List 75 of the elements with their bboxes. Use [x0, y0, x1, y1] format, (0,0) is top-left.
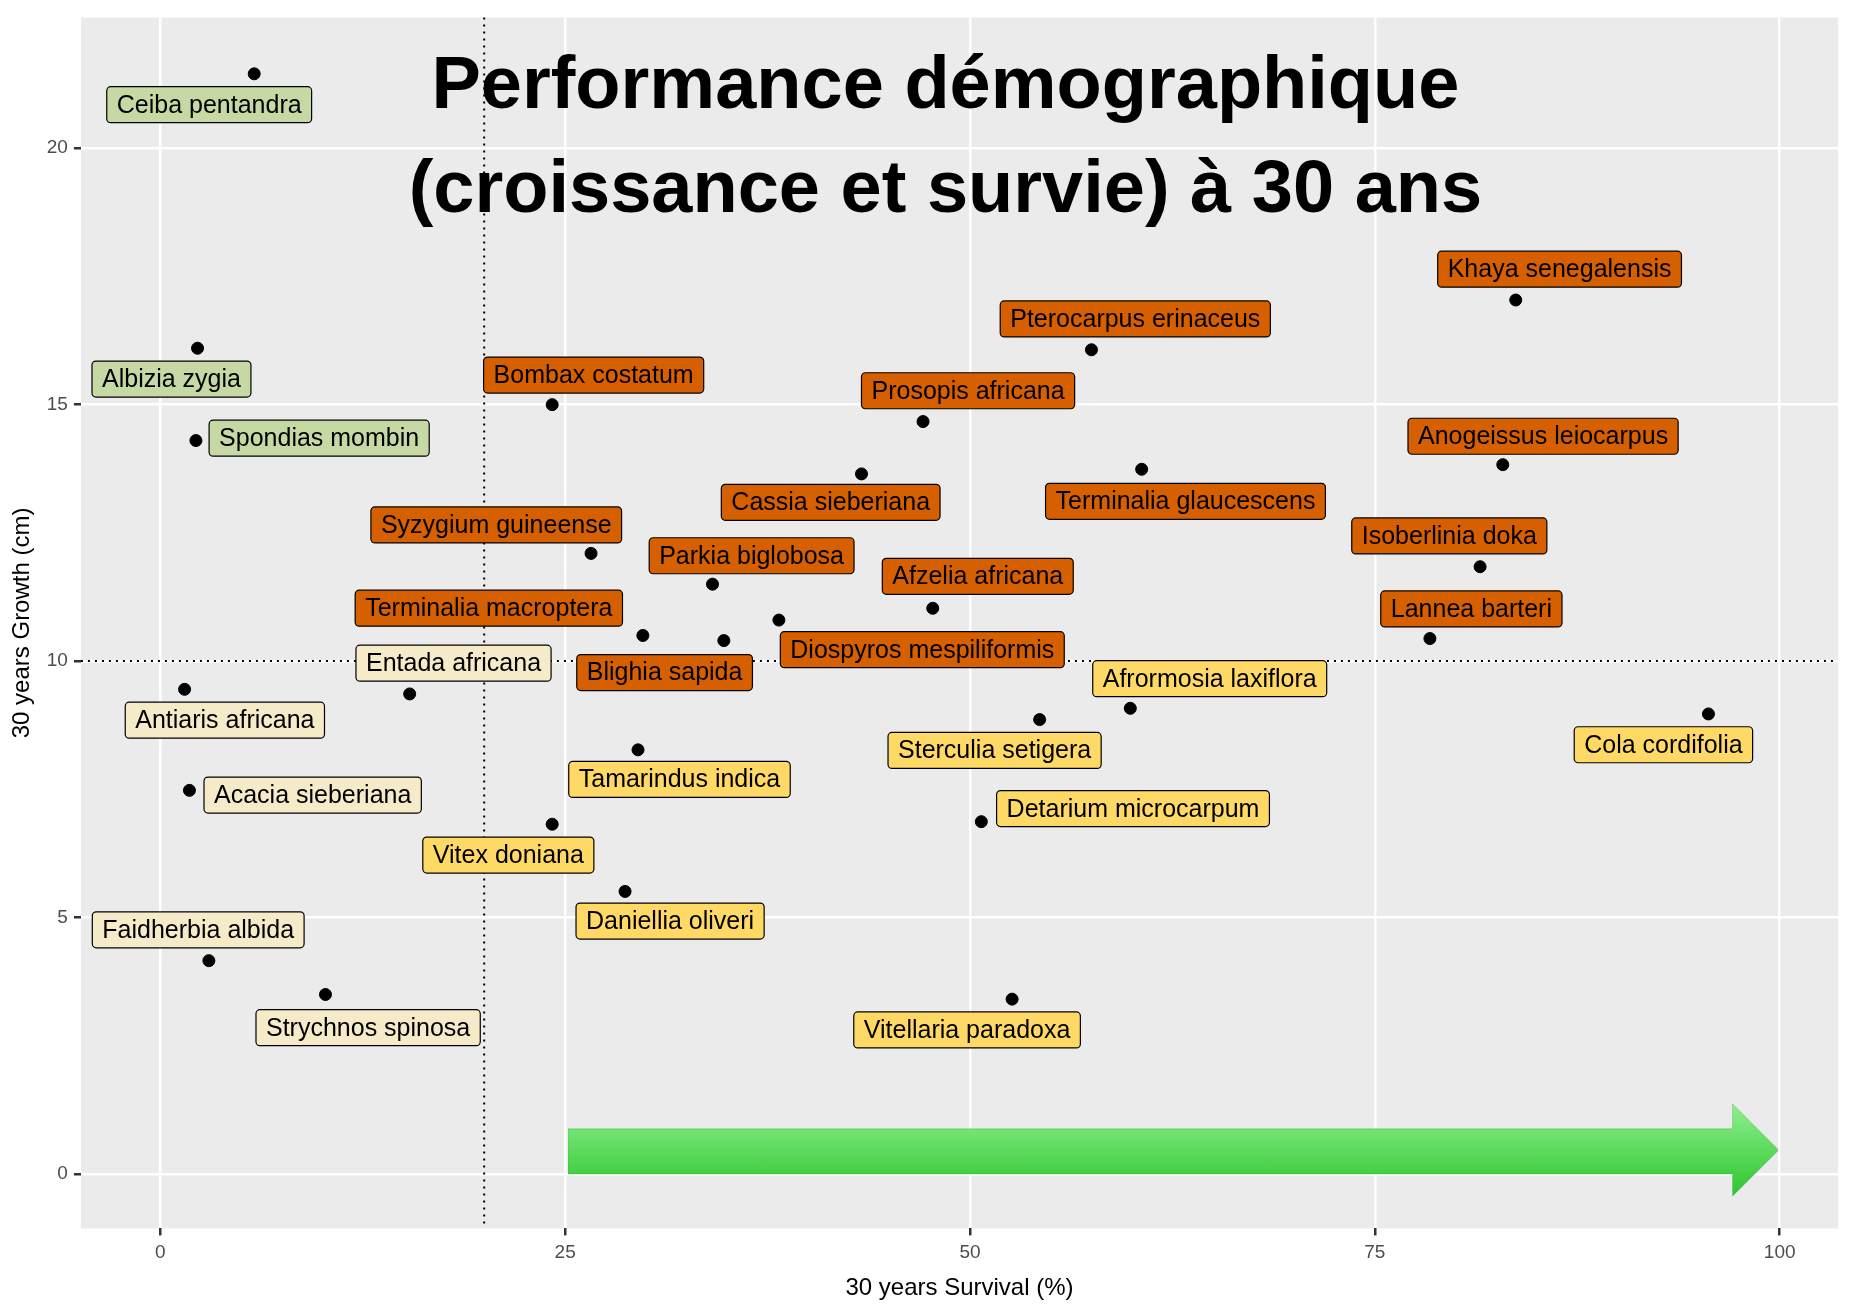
annotation: Terminalia glaucescens: [1055, 486, 1316, 515]
annotation: Afrormosia laxiflora: [1102, 663, 1317, 692]
point: [403, 687, 417, 701]
point: [182, 783, 196, 797]
point: [772, 613, 786, 627]
x-tick-label: 50: [959, 1241, 981, 1263]
point: [717, 634, 731, 648]
annotation: Tamarindus indica: [578, 764, 781, 793]
text: Performance démographique (croissance et survie) à 30 ans: [408, 40, 1483, 228]
annotation: Strychnos spinosa: [265, 1012, 471, 1041]
y-tick-label: 5: [57, 905, 68, 927]
annotation: Blighia sapida: [586, 657, 743, 686]
annotation: Antiaris africana: [135, 705, 315, 734]
point: [584, 546, 598, 560]
annotation: Daniellia oliveri: [586, 905, 755, 934]
annotation: Prosopis africana: [871, 375, 1065, 404]
point: [191, 341, 205, 355]
point: [1033, 713, 1047, 727]
point: [1473, 560, 1487, 574]
annotation: Spondias mombin: [219, 423, 420, 452]
annotation: Faidherbia albida: [102, 914, 295, 943]
annotation: Terminalia macroptera: [365, 593, 613, 622]
annotation: Cassia sieberiana: [731, 487, 931, 516]
y-tick-label: 20: [46, 136, 68, 158]
point: [706, 577, 720, 591]
point: [631, 743, 645, 757]
point: [1084, 343, 1098, 357]
point: [916, 415, 930, 429]
point: [1423, 632, 1437, 646]
annotation: Afzelia africana: [892, 561, 1064, 590]
annotation: Khaya senegalensis: [1447, 254, 1672, 283]
annotation: Parkia biglobosa: [659, 540, 845, 569]
x-tick-label: 25: [554, 1241, 576, 1263]
point: [318, 988, 332, 1002]
x-tick-label: 100: [1763, 1241, 1796, 1263]
point: [1123, 701, 1137, 715]
annotation: Detarium microcarpum: [1006, 793, 1260, 822]
annotation: Sterculia setigera: [898, 735, 1092, 764]
annotation: Vitex doniana: [432, 839, 584, 868]
annotation: Albizia zygia: [101, 363, 242, 392]
point: [974, 815, 988, 829]
y-tick-label: 0: [57, 1162, 68, 1184]
annotation: Acacia sieberiana: [214, 780, 412, 808]
annotation: Anogeissus leiocarpus: [1417, 421, 1669, 450]
x-tick-label: 0: [155, 1241, 166, 1263]
point: [636, 628, 650, 642]
point: [189, 434, 203, 448]
point: [854, 467, 868, 481]
annotation: Cola cordifolia: [1584, 729, 1743, 758]
annotation: Entada africana: [365, 648, 542, 677]
y-tick-label: 10: [46, 649, 68, 671]
point: [1496, 458, 1510, 472]
point: [545, 398, 559, 412]
point: [618, 884, 632, 898]
point: [1509, 293, 1523, 307]
point: [247, 67, 261, 81]
point: [1701, 707, 1715, 721]
point: [1135, 462, 1149, 476]
annotation: Vitellaria paradoxa: [863, 1014, 1071, 1043]
point: [1005, 992, 1019, 1006]
x-axis-title: 30 years Survival (%): [845, 1273, 1074, 1301]
annotation: Isoberlinia doka: [1361, 520, 1537, 549]
y-axis-title: 30 years Growth (cm): [7, 507, 35, 739]
annotation: Bombax costatum: [493, 359, 694, 388]
annotation: Lannea barteri: [1390, 593, 1552, 622]
x-tick-label: 75: [1364, 1241, 1386, 1263]
annotation: Pterocarpus erinaceus: [1010, 303, 1261, 332]
point: [926, 601, 940, 615]
annotation: Syzygium guineense: [380, 509, 612, 538]
y-tick-label: 15: [46, 392, 68, 414]
point: [202, 954, 216, 968]
annotation: Diospyros mespiliformis: [790, 634, 1055, 663]
annotation: Ceiba pentandra: [116, 89, 302, 118]
point: [178, 682, 192, 696]
point: [545, 817, 559, 831]
